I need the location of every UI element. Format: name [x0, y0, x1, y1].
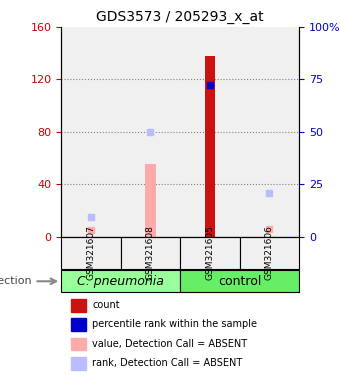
Text: infection: infection — [0, 276, 31, 286]
Text: GSM321607: GSM321607 — [86, 225, 96, 280]
Bar — [121, 27, 180, 237]
Bar — [145, 164, 156, 237]
Bar — [61, 270, 180, 293]
Bar — [71, 318, 86, 331]
Text: rank, Detection Call = ABSENT: rank, Detection Call = ABSENT — [92, 358, 242, 368]
Bar — [71, 299, 86, 312]
Text: GSM321605: GSM321605 — [205, 225, 215, 280]
Bar — [71, 357, 86, 370]
Text: count: count — [92, 300, 120, 310]
Text: C. pneumonia: C. pneumonia — [77, 275, 164, 288]
Text: percentile rank within the sample: percentile rank within the sample — [92, 319, 257, 329]
Text: GSM321606: GSM321606 — [265, 225, 274, 280]
Bar — [180, 237, 240, 269]
Bar — [121, 237, 180, 269]
Bar — [205, 56, 215, 237]
Bar — [61, 27, 121, 237]
Text: GSM321608: GSM321608 — [146, 225, 155, 280]
Bar — [71, 338, 86, 350]
Title: GDS3573 / 205293_x_at: GDS3573 / 205293_x_at — [96, 10, 264, 25]
Text: control: control — [218, 275, 261, 288]
Bar — [240, 237, 299, 269]
Bar — [61, 237, 121, 269]
Bar — [180, 27, 240, 237]
Bar — [240, 27, 299, 237]
Text: value, Detection Call = ABSENT: value, Detection Call = ABSENT — [92, 339, 247, 349]
Bar — [180, 270, 299, 293]
